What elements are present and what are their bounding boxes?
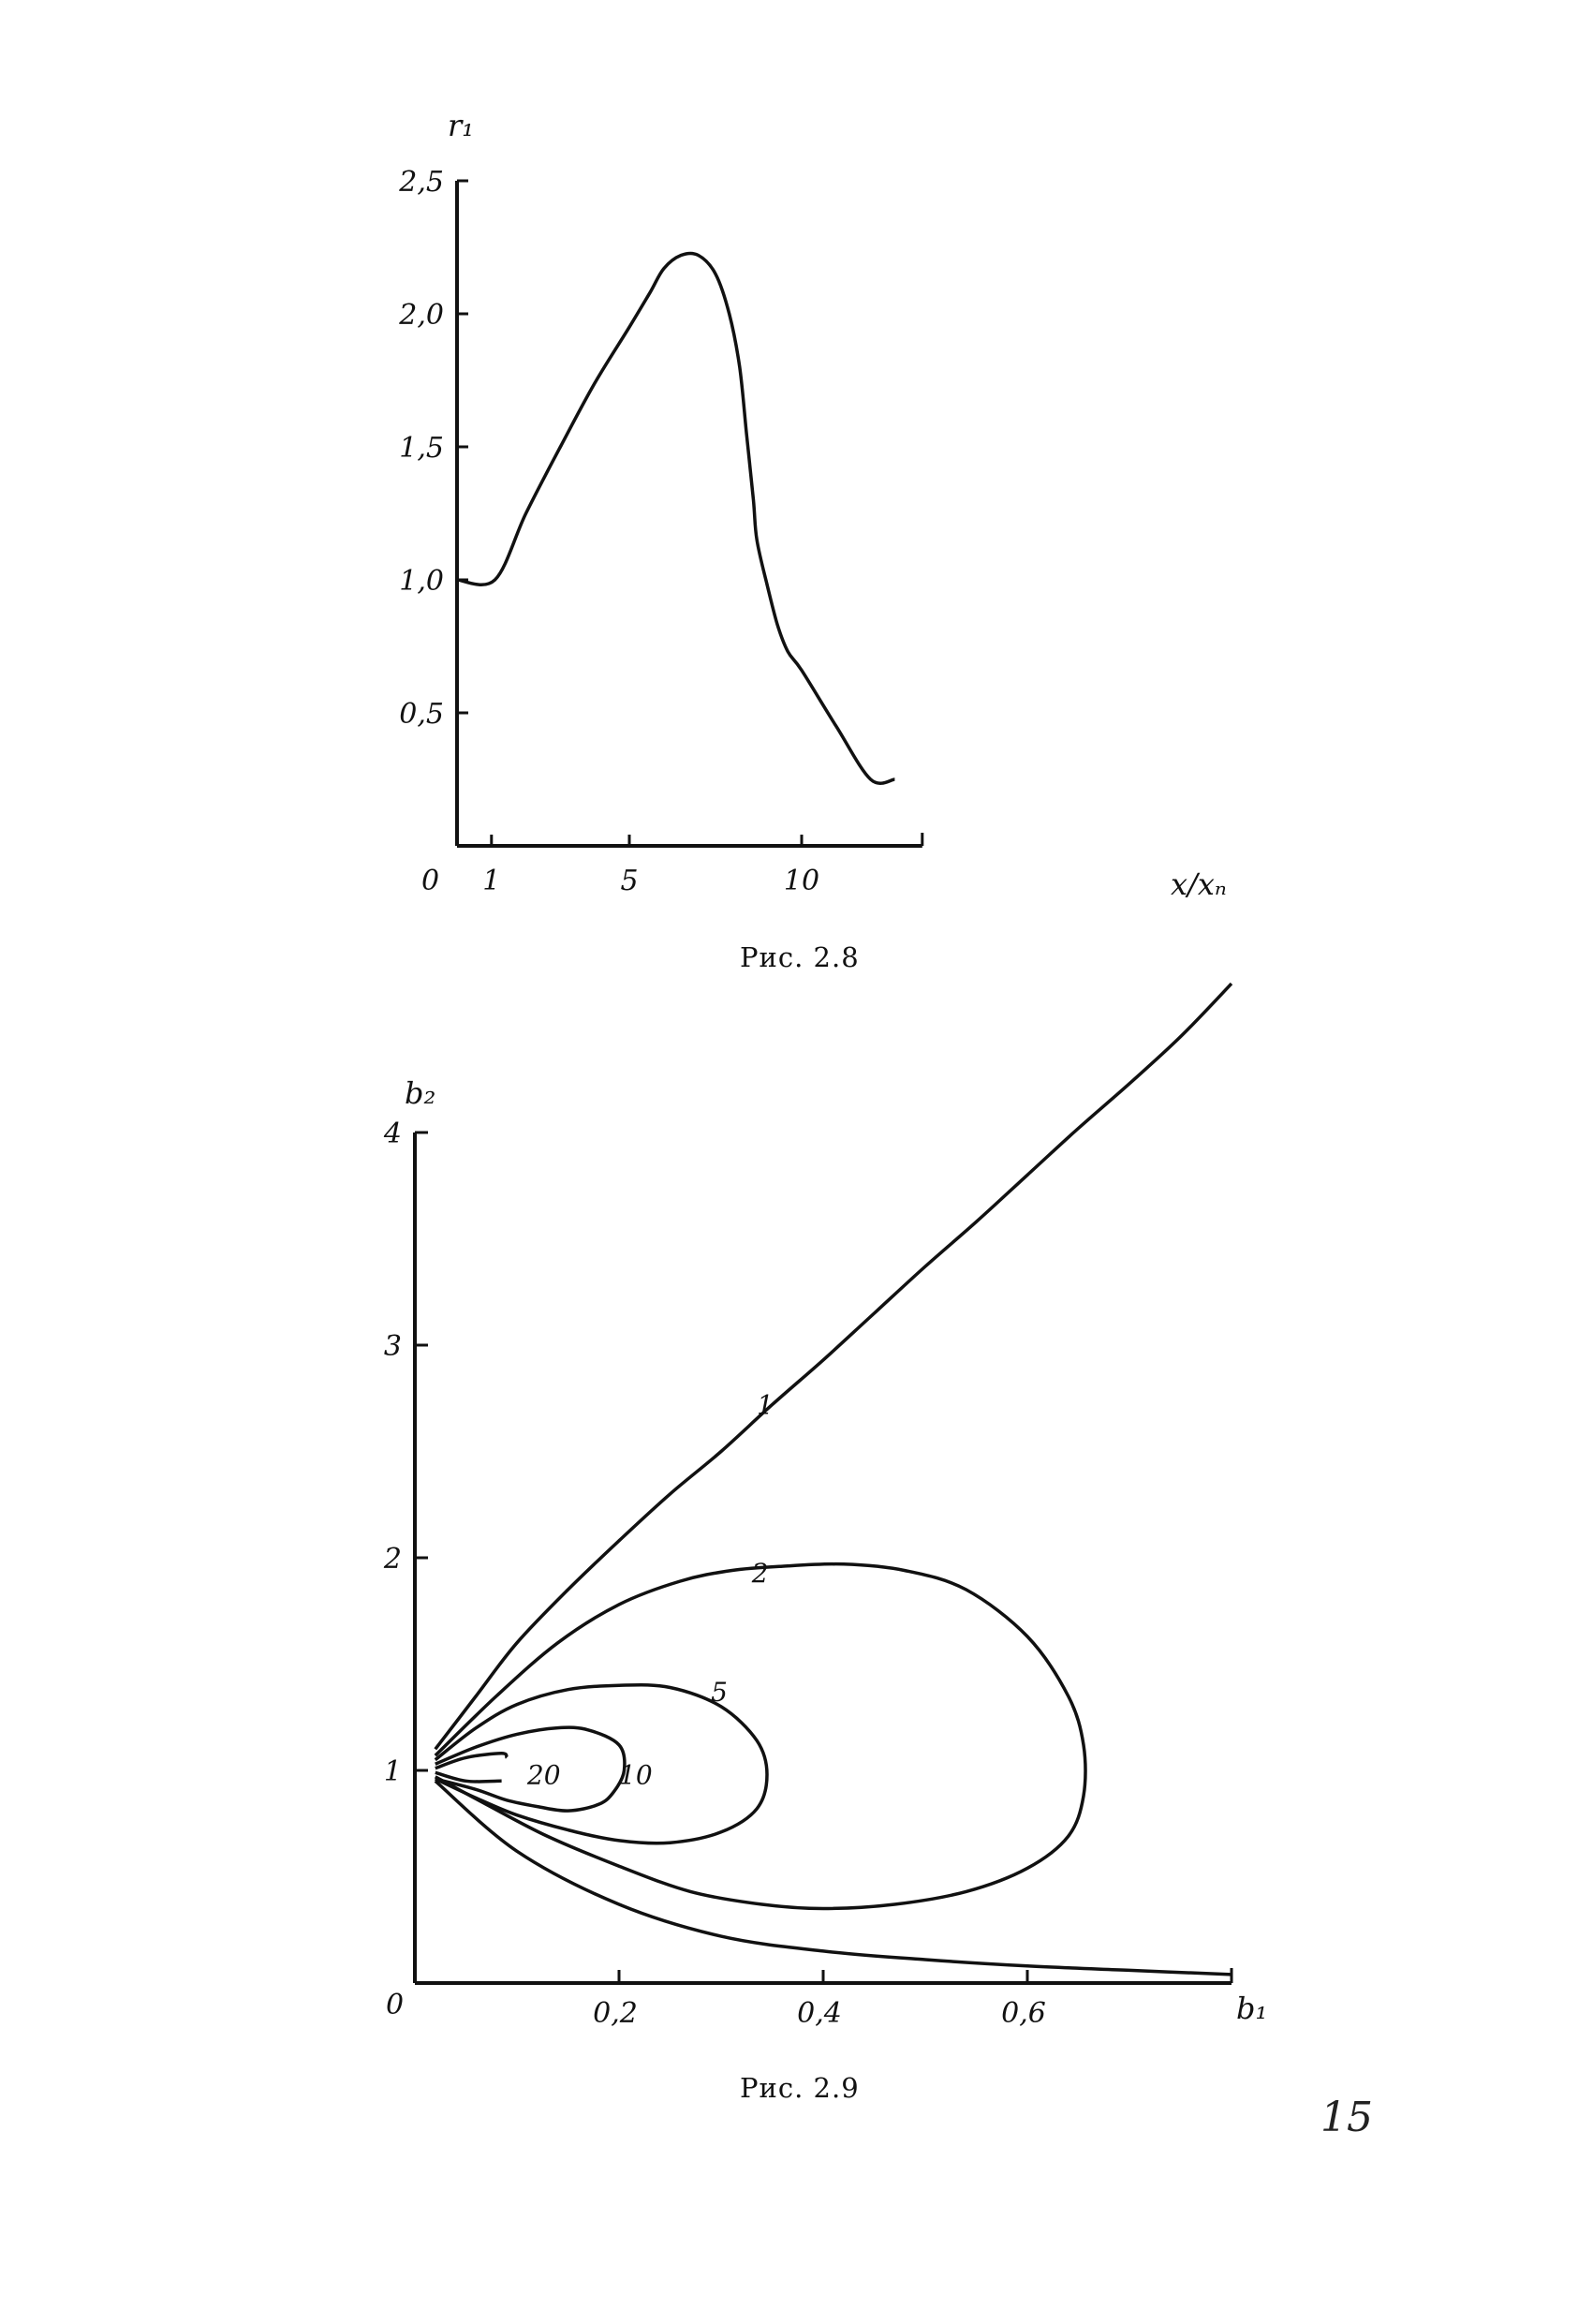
- series-lines: [456, 251, 895, 785]
- series-line: [435, 1725, 627, 1813]
- x-tick-label: 0,6: [1001, 1997, 1046, 2030]
- y-tick-label: 1: [384, 1755, 402, 1788]
- series-line: [434, 1683, 769, 1845]
- curve-label: 10: [619, 1760, 653, 1791]
- curve-label: 5: [711, 1677, 728, 1708]
- series-line: [434, 1779, 1232, 1976]
- x-tick-label: 0,2: [593, 1997, 638, 2030]
- figure-2-8-chart: 0,5 1,0 1,5 2,0 2,5 1 5 10 r₁ x/xₙ 0: [398, 108, 1227, 902]
- y-tick-label: 2,5: [398, 166, 444, 199]
- x-axis-label: x/xₙ: [1171, 866, 1227, 902]
- series-line: [435, 1770, 502, 1784]
- figure-2-8-caption: Рис. 2.8: [740, 941, 860, 973]
- origin-label: 0: [386, 1989, 404, 2021]
- y-tick-label: 2,0: [398, 299, 444, 332]
- figure-2-9-caption: Рис. 2.9: [740, 2072, 860, 2104]
- series-line: [435, 1752, 509, 1770]
- y-tick-label: 0,5: [399, 698, 444, 731]
- origin-label: 0: [421, 865, 439, 897]
- y-tick-label: 1,0: [399, 565, 444, 598]
- curve-label: 2: [751, 1558, 769, 1589]
- x-tick-label: 1: [482, 865, 500, 897]
- curve-label: 1: [757, 1390, 774, 1421]
- series-lines: [434, 982, 1233, 1976]
- series-line: [456, 251, 895, 785]
- y-axis-label: b₂: [405, 1075, 435, 1111]
- y-tick-label: 2: [383, 1543, 402, 1576]
- x-tick-label: 5: [620, 865, 638, 897]
- series-line: [434, 1562, 1087, 1911]
- x-tick-label: 10: [784, 865, 819, 897]
- axes: [413, 1131, 1233, 1985]
- tick-labels: 1 2 3 4 0,2 0,4 0,6: [383, 1118, 1046, 2030]
- x-tick-label: 0,4: [797, 1997, 842, 2030]
- y-tick-label: 1,5: [399, 432, 444, 465]
- x-axis-label: b₁: [1236, 1991, 1267, 2026]
- curve-label: 20: [526, 1760, 561, 1791]
- page-number: 15: [1320, 2094, 1373, 2141]
- curve-labels: 1 2 5 10 20: [526, 1390, 774, 1791]
- axes: [455, 179, 924, 848]
- series-line: [434, 982, 1233, 1751]
- y-tick-label: 4: [383, 1118, 402, 1150]
- tick-labels: 0,5 1,0 1,5 2,0 2,5 1 5 10: [398, 166, 819, 897]
- y-tick-label: 3: [384, 1330, 402, 1363]
- y-axis-label: r₁: [448, 108, 474, 143]
